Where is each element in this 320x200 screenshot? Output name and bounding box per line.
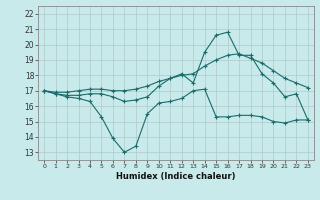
X-axis label: Humidex (Indice chaleur): Humidex (Indice chaleur) xyxy=(116,172,236,181)
